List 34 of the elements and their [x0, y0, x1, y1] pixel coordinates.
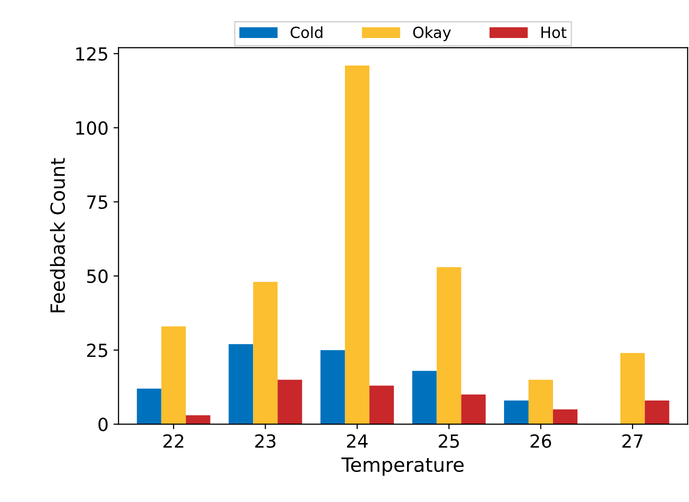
y-tick-label: 100: [76, 121, 108, 135]
legend-label: Okay: [413, 26, 451, 42]
bar: [504, 400, 529, 424]
y-tick-label: 75: [87, 196, 108, 209]
x-tick-label: 24: [347, 434, 368, 448]
y-tick-label: 50: [87, 269, 108, 284]
y-tick-label: 0: [98, 418, 108, 432]
bar: [369, 386, 394, 424]
bar: [186, 415, 210, 424]
bar: [136, 388, 162, 424]
bar: [620, 353, 645, 424]
x-tick-label: 26: [530, 434, 552, 448]
bar: [528, 380, 553, 424]
bar: [412, 370, 437, 424]
y-tick-label: 25: [87, 344, 108, 358]
legend-label: Cold: [290, 26, 322, 38]
y-tick-label: 125: [76, 47, 108, 61]
bar: [228, 344, 254, 424]
bar: [436, 267, 462, 424]
x-axis-title: Temperature: [341, 458, 464, 476]
bar: [461, 394, 486, 424]
bar: [253, 282, 278, 424]
bar: [161, 326, 186, 424]
bar: [644, 400, 670, 424]
legend-label: Hot: [541, 26, 566, 38]
x-tick-label: 23: [255, 434, 276, 448]
x-tick-label: 27: [622, 434, 642, 448]
y-axis-title: Feedback Count: [50, 158, 65, 312]
bar: [320, 350, 345, 424]
bar: [344, 65, 370, 424]
x-tick-label: 22: [163, 434, 184, 448]
bar: [278, 380, 302, 424]
bar: [552, 409, 578, 424]
x-tick-label: 25: [438, 434, 459, 448]
